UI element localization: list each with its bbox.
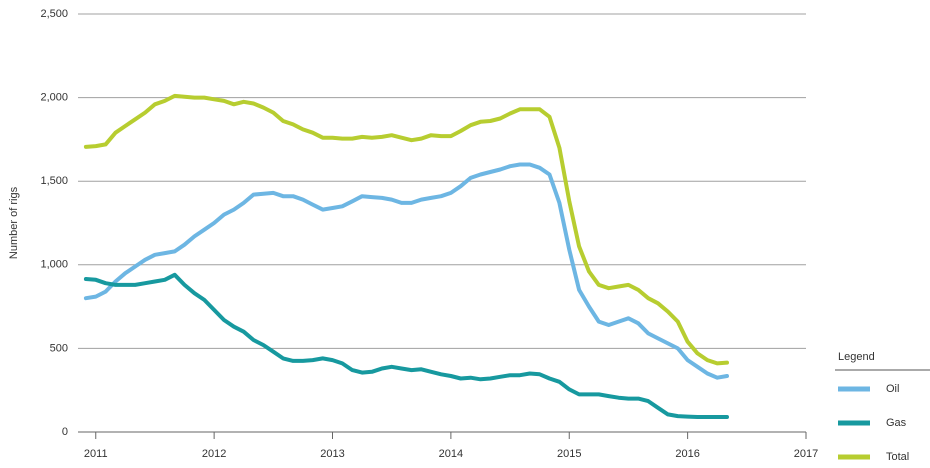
y-tick-label: 2,000 — [40, 92, 68, 104]
y-tick-label: 1,500 — [40, 175, 68, 187]
legend-label: Oil — [886, 383, 899, 395]
x-tick-label: 2012 — [202, 448, 226, 460]
series-line — [83, 93, 729, 366]
legend-label: Total — [886, 451, 909, 463]
y-tick-label: 1,000 — [40, 259, 68, 271]
x-tick-label: 2016 — [675, 448, 699, 460]
y-tick-label: 2,500 — [40, 8, 68, 20]
legend-label: Gas — [886, 417, 907, 429]
x-tick-label: 2014 — [439, 448, 463, 460]
series-line — [83, 162, 729, 380]
series-line — [83, 272, 729, 419]
x-tick-label: 2015 — [557, 448, 581, 460]
x-tick-label: 2013 — [320, 448, 344, 460]
x-tick-label: 2011 — [84, 448, 108, 460]
y-tick-label: 500 — [50, 342, 68, 354]
y-axis-label: Number of rigs — [8, 186, 20, 259]
x-tick-label: 2017 — [794, 448, 818, 460]
y-tick-label: 0 — [62, 426, 68, 438]
legend-title: Legend — [838, 351, 875, 363]
